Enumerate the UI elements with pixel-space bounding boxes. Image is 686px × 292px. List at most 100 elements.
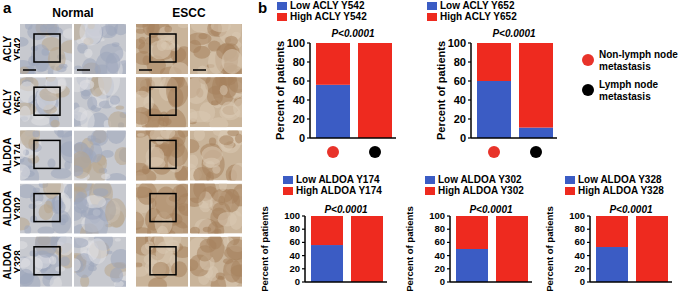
x-axis-line xyxy=(310,137,396,139)
tissue-texture xyxy=(48,159,56,169)
p-value: P<0.0001 xyxy=(609,204,653,215)
chart: Low ALDOA Y328High ALDOA Y328P<0.0001Per… xyxy=(544,174,672,292)
tissue-texture xyxy=(74,77,89,92)
tissue-texture xyxy=(74,184,87,192)
y-tick-label: 20 xyxy=(574,263,585,274)
p-value: P<0.0001 xyxy=(324,204,368,215)
y-tick-label: 0 xyxy=(295,276,300,287)
tissue-texture xyxy=(152,262,169,279)
y-axis-line xyxy=(589,216,591,282)
y-tick xyxy=(307,61,310,62)
y-tick xyxy=(307,42,310,43)
zoom-box xyxy=(34,194,60,222)
tissue-texture xyxy=(107,130,126,144)
row-label-line: ALDOA xyxy=(2,138,13,174)
zoom-box xyxy=(34,247,60,275)
legend-label: Low ALDOA Y302 xyxy=(438,174,522,185)
tissue-texture xyxy=(160,130,175,138)
ihc-image xyxy=(190,237,242,287)
y-tick-label: 80 xyxy=(454,56,466,68)
bar-segment xyxy=(456,249,488,282)
y-tick-label: 0 xyxy=(299,132,305,144)
tissue-texture xyxy=(49,256,56,264)
tissue-texture xyxy=(190,32,211,45)
y-tick xyxy=(302,242,305,243)
x-axis-line xyxy=(305,281,387,283)
tissue-texture xyxy=(197,245,213,261)
tissue-texture xyxy=(164,25,172,32)
zoom-box xyxy=(150,247,176,275)
legend-label: High ACLY Y542 xyxy=(290,11,367,22)
y-tick-label: 40 xyxy=(434,250,445,261)
y-tick xyxy=(587,242,590,243)
group-marker xyxy=(530,146,542,158)
y-tick xyxy=(468,137,471,138)
tissue-texture xyxy=(169,195,181,202)
bar-segment xyxy=(496,216,528,282)
tissue-texture xyxy=(52,195,63,211)
y-tick-label: 60 xyxy=(454,75,466,87)
ihc-image xyxy=(74,77,126,127)
tissue-texture xyxy=(20,37,29,47)
tissue-texture xyxy=(226,239,242,260)
tissue-texture xyxy=(87,96,97,110)
y-tick xyxy=(447,242,450,243)
group-legend-label: Lymph nodemetastasis xyxy=(599,79,659,102)
bar-segment xyxy=(477,43,511,81)
y-tick-label: 60 xyxy=(434,236,445,247)
y-tick xyxy=(468,42,471,43)
tissue-texture xyxy=(219,77,238,98)
legend-swatch xyxy=(427,13,437,21)
y-tick-label: 20 xyxy=(293,113,305,125)
ihc-image xyxy=(190,184,242,234)
tissue-texture xyxy=(193,167,211,181)
tissue-texture xyxy=(146,147,165,167)
row-label-line: ACLY xyxy=(2,89,13,116)
group-legend-line: Non-lymph node xyxy=(599,49,678,60)
tissue-texture xyxy=(20,269,34,286)
legend-label: High ALDOA Y302 xyxy=(438,185,524,196)
y-tick-label: 80 xyxy=(293,56,305,68)
zoom-box xyxy=(34,87,60,115)
legend-swatch xyxy=(277,2,287,10)
legend-swatch xyxy=(283,176,293,184)
y-tick xyxy=(447,229,450,230)
y-tick-label: 20 xyxy=(454,113,466,125)
bar-segment xyxy=(519,128,553,138)
tissue-texture xyxy=(24,225,31,233)
chart: Low ACLY Y652High ACLY Y652P<0.0001Perce… xyxy=(427,0,557,158)
tissue-texture xyxy=(222,49,242,74)
y-tick-label: 100 xyxy=(569,210,585,221)
x-axis-line xyxy=(450,281,532,283)
tissue-texture xyxy=(37,227,54,234)
y-tick-label: 20 xyxy=(289,263,300,274)
tissue-texture xyxy=(166,143,188,167)
column-header: Normal xyxy=(52,6,93,20)
row-label-line: ACLY xyxy=(2,36,13,63)
tissue-texture xyxy=(60,131,72,164)
figure: aNormalESCCACLYY542ACLYY652ALDOAY174ALDO… xyxy=(0,0,686,292)
y-tick xyxy=(447,255,450,256)
tissue-texture xyxy=(172,203,188,228)
legend-swatch xyxy=(425,187,435,195)
tissue-texture xyxy=(25,24,32,30)
tissue-texture xyxy=(101,174,110,180)
scale-bar xyxy=(193,69,206,71)
y-tick xyxy=(302,268,305,269)
tissue-texture xyxy=(98,77,120,96)
y-axis-line xyxy=(449,216,451,282)
tissue-texture xyxy=(136,39,145,50)
y-tick-label: 60 xyxy=(289,236,300,247)
tissue-texture xyxy=(20,106,31,122)
zoom-box xyxy=(150,87,176,115)
zoom-box xyxy=(150,34,176,62)
tissue-texture xyxy=(51,120,60,127)
tissue-texture xyxy=(32,130,39,137)
legend-label: Low ACLY Y542 xyxy=(290,0,365,11)
tissue-texture xyxy=(190,259,199,271)
bar-segment xyxy=(456,216,488,249)
y-tick xyxy=(302,215,305,216)
tissue-texture xyxy=(20,143,26,159)
ihc-image xyxy=(136,130,188,180)
ihc-image xyxy=(74,24,126,74)
